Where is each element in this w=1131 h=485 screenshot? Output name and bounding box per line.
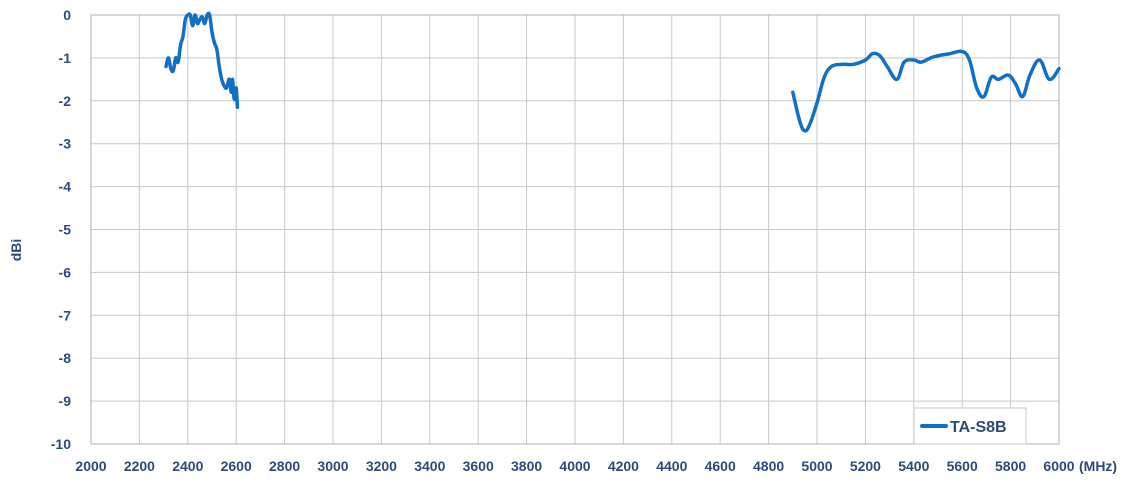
- x-tick-label: 3400: [414, 458, 445, 474]
- y-tick-label: -3: [59, 136, 72, 152]
- x-tick-label: 3600: [463, 458, 494, 474]
- x-tick-label: 5400: [898, 458, 929, 474]
- series-line-ta-s8b: [791, 49, 1061, 133]
- y-tick-label: -7: [59, 307, 72, 323]
- y-tick-label: 0: [63, 7, 71, 23]
- grid-layer: [90, 14, 1060, 445]
- x-axis-unit: (MHz): [1079, 458, 1117, 474]
- y-tick-label: -2: [59, 93, 72, 109]
- y-tick-label: -6: [59, 264, 72, 280]
- y-tick-label: -8: [59, 350, 72, 366]
- plot-area-frame: [90, 14, 1060, 445]
- x-tick-label: 4800: [753, 458, 784, 474]
- x-tick-label: 2400: [172, 458, 203, 474]
- y-tick-label: -9: [59, 393, 72, 409]
- axis-layer: 2000 2200 2400 2600 2800 3000 3200 3400 3600 3800…: [51, 7, 1075, 474]
- x-tick-label: 5000: [801, 458, 832, 474]
- y-tick-label: -1: [59, 50, 72, 66]
- series-line-ta-s8b: [164, 11, 240, 109]
- y-tick-label: -10: [51, 436, 71, 452]
- y-tick-label: -4: [59, 179, 72, 195]
- y-axis-label: dBi: [8, 239, 24, 262]
- x-tick-label: 5600: [947, 458, 978, 474]
- x-tick-label: 5200: [850, 458, 881, 474]
- x-tick-label: 3800: [511, 458, 542, 474]
- x-tick-label: 3000: [317, 458, 348, 474]
- x-tick-label: 5800: [995, 458, 1026, 474]
- x-tick-label: 2800: [269, 458, 300, 474]
- x-tick-label: 4600: [705, 458, 736, 474]
- series-layer: [164, 11, 1061, 133]
- x-tick-label: 6000: [1043, 458, 1074, 474]
- x-tick-label: 2200: [124, 458, 155, 474]
- y-tick-label: -5: [59, 222, 72, 238]
- x-tick-label: 4400: [656, 458, 687, 474]
- x-tick-label: 2600: [221, 458, 252, 474]
- legend-label: TA-S8B: [950, 419, 1007, 436]
- legend: TA-S8B: [913, 407, 1027, 445]
- x-tick-label: 3200: [366, 458, 397, 474]
- x-tick-label: 4200: [608, 458, 639, 474]
- x-tick-label: 2000: [75, 458, 106, 474]
- x-tick-label: 4000: [559, 458, 590, 474]
